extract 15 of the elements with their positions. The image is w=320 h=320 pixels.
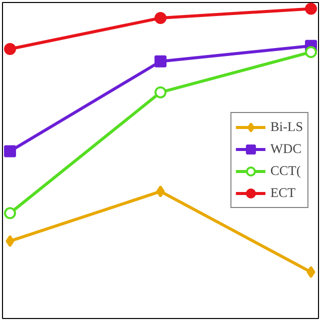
point xyxy=(6,235,14,248)
point xyxy=(306,266,316,278)
point xyxy=(4,42,16,55)
point xyxy=(154,86,166,98)
legend-label: Bi-LS xyxy=(270,119,303,135)
legend-label: WDC xyxy=(270,141,302,157)
point xyxy=(154,12,166,24)
point xyxy=(4,207,16,220)
point xyxy=(154,55,166,68)
point xyxy=(304,2,317,15)
point xyxy=(304,46,317,58)
point xyxy=(4,145,16,158)
legend-label: ECT xyxy=(270,185,296,201)
legend-label: CCT( xyxy=(270,163,301,179)
point xyxy=(156,185,165,198)
